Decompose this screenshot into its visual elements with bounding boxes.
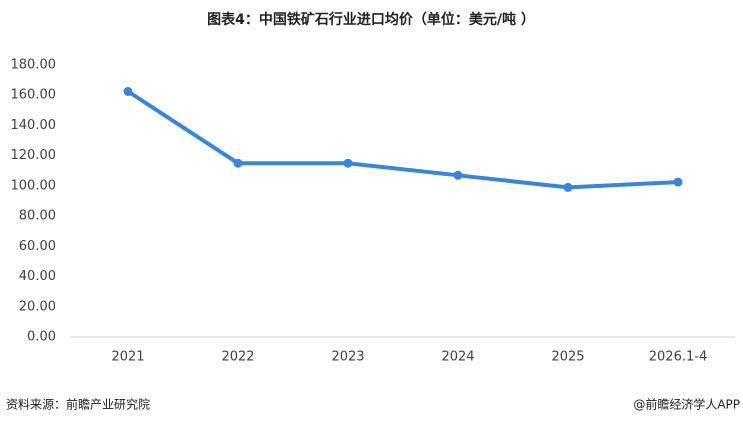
- x-tick-label: 2022: [221, 350, 254, 365]
- point: [453, 170, 463, 180]
- x-tick-label: 2024: [441, 350, 474, 365]
- x-tick-label: 2023: [331, 350, 364, 365]
- point: [123, 86, 133, 96]
- y-tick-label: 180.00: [11, 58, 57, 73]
- y-tick-label: 100.00: [11, 178, 57, 193]
- credit: @前瞻经济学人APP: [633, 397, 740, 412]
- x-tick-label: 2025: [551, 350, 584, 365]
- y-tick-label: 120.00: [11, 148, 57, 163]
- point: [563, 182, 573, 192]
- point: [343, 158, 353, 168]
- y-tick-label: 0.00: [27, 330, 56, 345]
- x-tick-label: 2026.1-4: [649, 350, 707, 365]
- y-tick-label: 140.00: [11, 118, 57, 133]
- y-tick-label: 160.00: [11, 88, 57, 103]
- y-tick-label: 40.00: [19, 269, 56, 284]
- y-tick-label: 80.00: [19, 209, 56, 224]
- y-tick-label: 60.00: [19, 239, 56, 254]
- line: [126, 89, 679, 190]
- y-tick-label: 20.00: [19, 299, 56, 314]
- x-tick-label: 2021: [111, 350, 144, 365]
- point: [673, 177, 683, 187]
- point: [233, 158, 243, 168]
- chart-title: 图表4：中国铁矿石行业进口均价（单位：美元/吨 ）: [207, 11, 535, 28]
- source-note: 资料来源：前瞻产业研究院: [6, 397, 150, 412]
